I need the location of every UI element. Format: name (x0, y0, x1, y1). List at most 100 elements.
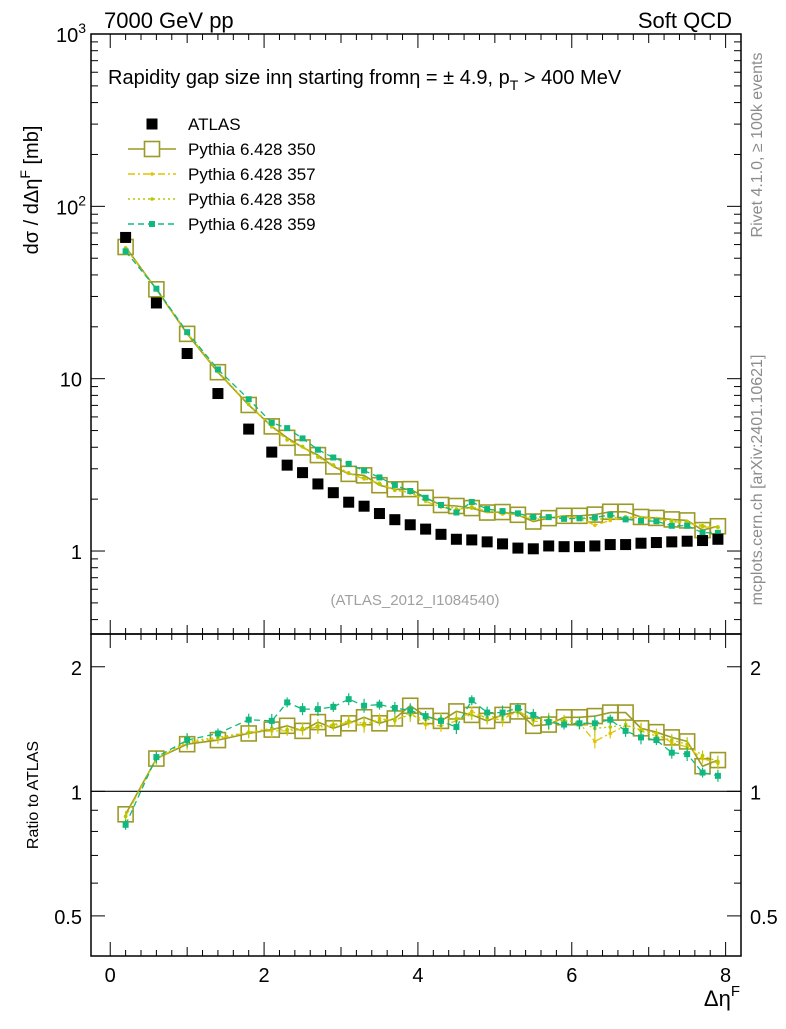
series-marker-main (716, 525, 720, 529)
atlas-data-point (450, 533, 462, 545)
series-marker-main (593, 523, 597, 527)
legend-marker (143, 140, 161, 158)
legend-label: Pythia 6.428 359 (188, 215, 316, 234)
series-marker-ratio (699, 769, 706, 776)
series-marker-ratio (593, 739, 597, 744)
series-marker-main (246, 402, 251, 407)
legend-marker (149, 221, 155, 227)
series-marker-main (362, 476, 366, 480)
atlas-data-point (589, 540, 601, 552)
main-y-tick-label-exponent: 2 (78, 192, 86, 208)
series-marker-main (346, 471, 351, 475)
atlas-data-point (573, 541, 585, 553)
series-marker-main (422, 494, 429, 501)
header-left-label: 7000 GeV pp (104, 8, 234, 33)
series-line-ratio (125, 711, 719, 817)
ratio-y-tick-label-right: 1 (750, 782, 761, 804)
ratio-panel-frame (90, 633, 742, 957)
atlas-data-point (312, 478, 324, 490)
main-y-axis-label-base: dσ / dΔη (21, 179, 43, 255)
main-y-axis-label: dσ / dΔηF [mb] (17, 126, 43, 255)
series-marker-main (622, 516, 629, 523)
series-marker-ratio (700, 753, 705, 758)
atlas-data-point (497, 538, 509, 550)
series-marker-main (153, 285, 160, 292)
atlas-data-point (712, 533, 724, 545)
series-marker-main (178, 325, 196, 343)
atlas-data-point (527, 543, 539, 555)
atlas-data-point (481, 536, 493, 548)
series-marker-main (393, 488, 397, 492)
atlas-data-point (343, 496, 355, 508)
series-marker-ratio (214, 730, 221, 737)
atlas-data-point (666, 536, 678, 548)
series-marker-ratio (669, 738, 674, 742)
ratio-y-tick-label: 1 (71, 782, 82, 804)
series-marker-main (499, 508, 506, 515)
series-line-main (125, 247, 718, 529)
series-marker-ratio (638, 734, 644, 741)
series-marker-ratio (607, 716, 614, 723)
series-marker-main (514, 510, 521, 517)
series-marker-ratio (148, 750, 165, 767)
series-marker-ratio (422, 713, 429, 720)
atlas-data-point (150, 297, 162, 309)
series-marker-ratio (314, 706, 321, 713)
series-marker-main (638, 517, 644, 524)
atlas-data-point (120, 231, 132, 243)
ratio-y-tick-label-right: 2 (750, 658, 761, 680)
legend-label-atlas: ATLAS (188, 115, 241, 134)
series-marker-ratio (545, 719, 552, 726)
series-marker-ratio (653, 737, 660, 744)
series-marker-main (401, 480, 419, 498)
ratio-y-axis-label: Ratio to ATLAS (25, 741, 42, 849)
legend-marker-atlas (146, 118, 158, 130)
series-marker-main (608, 518, 613, 523)
atlas-data-point (620, 539, 632, 551)
main-y-tick-label: 103 (56, 20, 86, 47)
x-tick-label: 8 (720, 965, 731, 987)
x-tick-label: 0 (105, 965, 116, 987)
main-y-tick-label: 10 (60, 370, 82, 392)
series-marker-main (361, 467, 368, 474)
atlas-data-point (420, 523, 432, 535)
x-axis-label-sup: F (731, 983, 740, 1000)
series-marker-main (530, 513, 537, 520)
legend-label: Pythia 6.428 357 (188, 165, 316, 184)
legend-marker (150, 197, 154, 201)
atlas-data-point (558, 541, 570, 553)
series-marker-main (263, 418, 281, 435)
series-marker-ratio (714, 772, 721, 779)
series-marker-ratio (330, 703, 337, 710)
series-marker-main (330, 454, 337, 461)
series-marker-ratio (331, 722, 336, 727)
series-marker-main (469, 506, 474, 510)
atlas-data-point (635, 537, 647, 549)
series-marker-ratio (468, 697, 475, 704)
series-marker-ratio (514, 704, 521, 711)
series-marker-main (685, 519, 689, 524)
series-marker-main (299, 435, 306, 442)
atlas-data-point (466, 534, 478, 546)
series-marker-main (184, 329, 191, 336)
series-marker-main (268, 419, 275, 426)
x-axis-label-base: Δη (704, 986, 731, 1011)
atlas-data-point (650, 537, 662, 549)
series-marker-ratio (484, 709, 491, 716)
series-marker-main (668, 522, 675, 529)
series-marker-ratio (269, 726, 274, 731)
series-marker-main (377, 482, 382, 486)
series-marker-ratio (391, 704, 398, 711)
series-marker-ratio (469, 713, 474, 717)
x-tick-label: 2 (259, 965, 270, 987)
series-marker-ratio (530, 711, 537, 718)
atlas-data-point (281, 459, 293, 471)
series-marker-main (438, 501, 444, 508)
ratio-y-tick-label-right: 0.5 (750, 907, 778, 929)
atlas-data-point (404, 519, 416, 531)
header-right-label: Soft QCD (638, 8, 732, 33)
series-marker-ratio (299, 706, 306, 713)
chart-title-main: Rapidity gap size inη starting fromη = ±… (108, 67, 510, 89)
series-marker-ratio (454, 716, 459, 721)
